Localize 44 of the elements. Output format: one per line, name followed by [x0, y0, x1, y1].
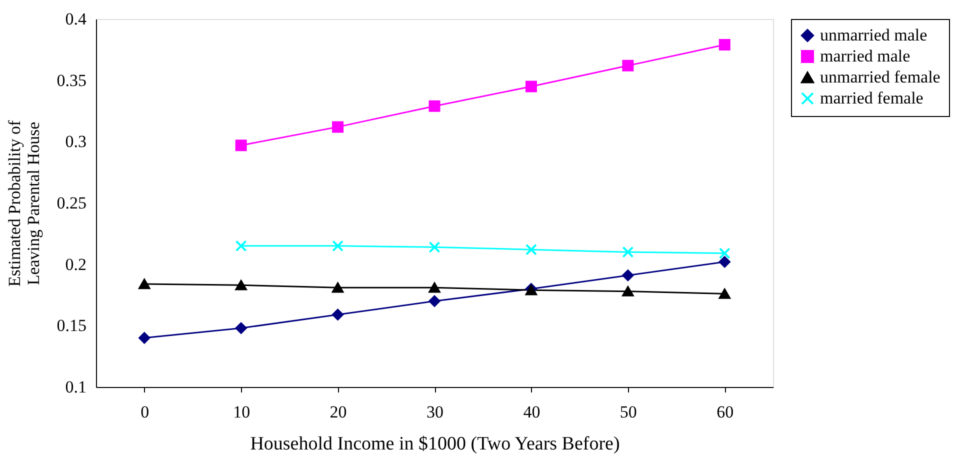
point [525, 244, 537, 256]
x-axis-title: Household Income in $1000 (Two Years Before) [250, 434, 620, 454]
point [622, 270, 634, 282]
point [718, 248, 730, 260]
x-tick-label: 60 [716, 402, 734, 422]
y-tick-label: 0.4 [65, 10, 87, 28]
point [525, 80, 537, 92]
x-tick-label: 10 [233, 402, 250, 422]
point [332, 308, 344, 320]
legend-label: married male [820, 46, 910, 66]
legend-label: married female [820, 88, 924, 108]
point [332, 121, 344, 133]
point [718, 39, 730, 51]
x-tick-label: 40 [523, 402, 540, 422]
x-tick-label: 50 [620, 402, 637, 422]
point [428, 295, 440, 307]
point [138, 278, 150, 290]
point [622, 286, 634, 296]
point [428, 282, 440, 293]
x-tick-label: 20 [330, 402, 347, 422]
point [428, 100, 440, 112]
point [622, 246, 634, 258]
y-tick-label: 0.25 [56, 194, 86, 212]
point [718, 256, 730, 268]
point [332, 282, 344, 293]
point [332, 240, 344, 252]
y-axis-title: Estimated Probability of Leaving Parental House [4, 120, 43, 287]
x-tick-label: 0 [140, 402, 150, 422]
y-tick-label: 0.2 [65, 254, 86, 274]
point [138, 332, 150, 344]
point [622, 60, 634, 72]
y-tick-label: 0.15 [56, 316, 86, 336]
legend-label: unmarried female [820, 68, 940, 86]
y-tick-label: 0.1 [65, 378, 86, 396]
point [235, 140, 247, 152]
point [428, 241, 440, 253]
legend-label: unmarried male [820, 26, 928, 44]
point [235, 322, 247, 334]
point [235, 240, 247, 252]
y-tick-label: 0.35 [56, 70, 86, 90]
point [718, 288, 730, 299]
point [235, 280, 247, 290]
x-tick-label: 30 [426, 402, 444, 422]
y-tick-label: 0.3 [65, 132, 86, 152]
